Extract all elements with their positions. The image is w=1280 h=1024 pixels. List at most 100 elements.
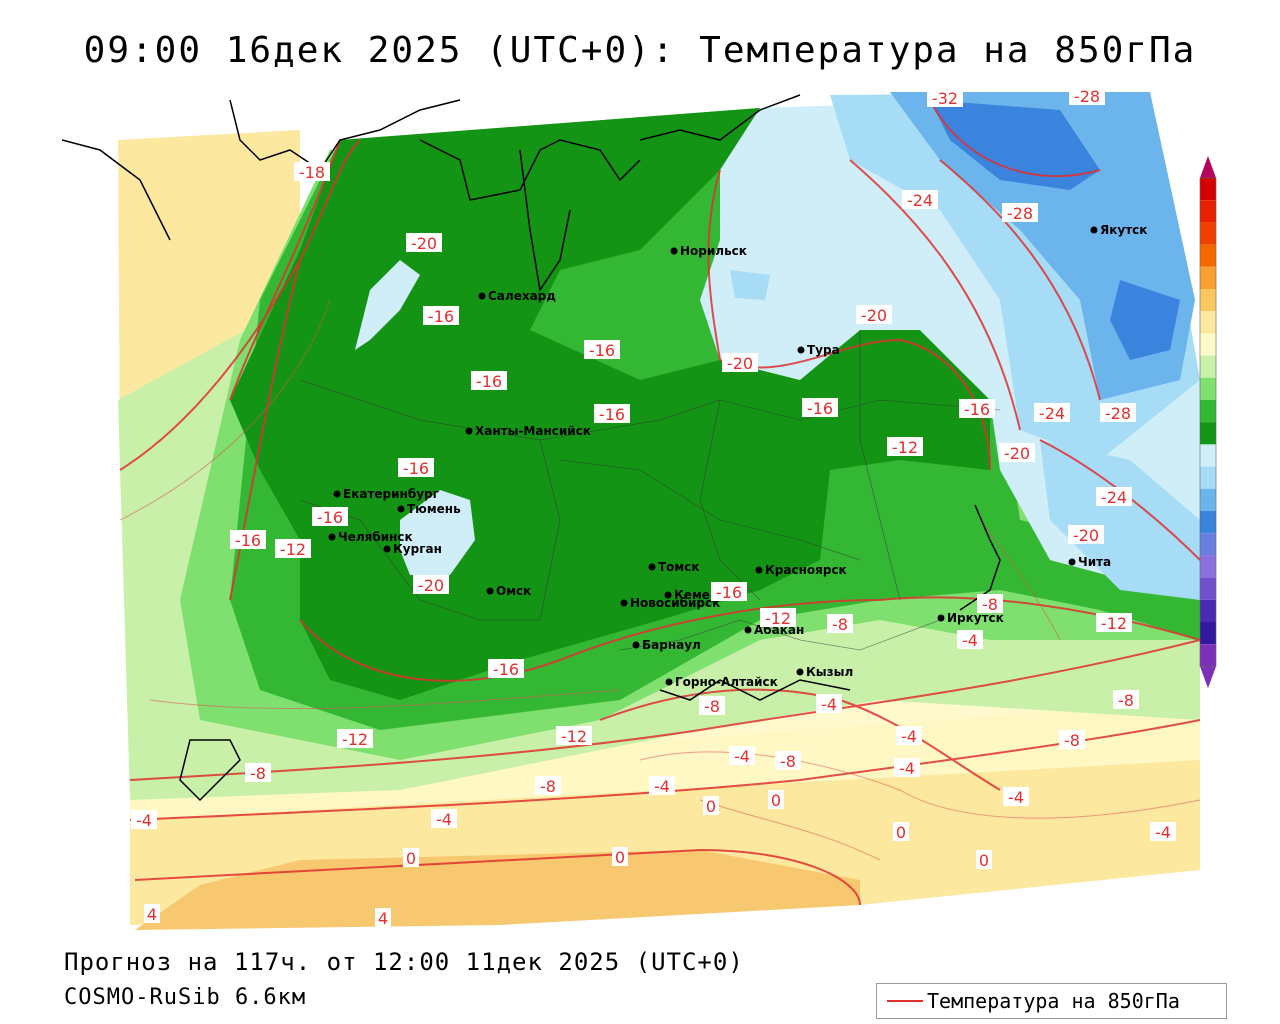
isotherm-label: -8 <box>827 614 853 634</box>
isotherm-label-bg <box>768 790 784 809</box>
isotherm-label: -4 <box>729 746 755 766</box>
isotherm-label: -16 <box>423 306 459 326</box>
isotherm-label: 0 <box>976 850 992 870</box>
city-markers: Норильск Салехард Тура Якутск Ханты-Мансийск… <box>328 223 1147 689</box>
isotherm-label-bg <box>556 726 592 745</box>
isotherm-label-bg <box>1059 730 1085 749</box>
city-label: Тура <box>807 343 840 357</box>
city-marker: Красноярск <box>755 563 847 577</box>
isotherm-label-bg <box>488 659 524 678</box>
isotherm-label-bg <box>1096 613 1132 632</box>
city-dot <box>670 247 678 255</box>
isotherm-labels: -18-20-16-16-16-16-16-16-16 -12-20-20-20-… <box>131 90 1176 928</box>
isotherm-label-bg <box>312 507 348 526</box>
isotherm-label-text: -16 <box>476 372 502 391</box>
isotherm-label-bg <box>337 729 373 748</box>
isotherm-label-bg <box>729 746 755 765</box>
isotherm-label-text: -20 <box>1004 444 1030 463</box>
isotherm-label-text: -20 <box>411 234 437 253</box>
colorbar-segment <box>1200 222 1216 245</box>
zone-coldest-blue-2 <box>1110 280 1180 360</box>
zone-cold-patch-se <box>1040 440 1200 600</box>
isotherm-label-text: -24 <box>1039 404 1065 423</box>
isotherm-label: -4 <box>131 810 157 830</box>
isotherm-label-text: -12 <box>342 730 368 749</box>
isotherm-label-bg <box>1034 403 1070 422</box>
isotherm-label-bg <box>703 796 719 815</box>
colorbar-frame <box>1199 177 1217 667</box>
isotherm-label-bg <box>976 850 992 869</box>
isotherm-label-bg <box>245 763 271 782</box>
isotherm-label-text: -24 <box>907 191 933 210</box>
isotherm-label: -16 <box>594 404 630 424</box>
cold-pocket-yamal <box>355 260 420 350</box>
isotherm-label-text: -12 <box>765 609 791 628</box>
colorbar-segment <box>1200 400 1216 423</box>
isotherm-label-text: -28 <box>1105 404 1131 423</box>
isotherm-label-bg <box>827 614 853 633</box>
city-label: Тюмень <box>407 502 461 516</box>
isotherm-label-bg <box>649 776 675 795</box>
city-label: Красноярск <box>765 563 847 577</box>
city-dot <box>328 533 336 541</box>
colorbar-segment <box>1200 289 1216 312</box>
legend-label: Температура на 850гПа <box>927 989 1180 1013</box>
city-marker: Кызыл <box>796 665 853 679</box>
city-label: Иркутск <box>947 611 1004 625</box>
isotherm-label-text: -28 <box>1007 204 1033 223</box>
isotherm-thin-lines <box>119 299 1201 861</box>
isotherm-label: 0 <box>768 790 784 810</box>
isotherm-label-text: -18 <box>299 163 325 182</box>
colorbar-segment <box>1200 444 1216 467</box>
city-dot <box>796 668 804 676</box>
city-label: Екатеринбург <box>343 487 439 501</box>
isotherm-label-bg <box>893 822 909 841</box>
isotherm-label: -24 <box>902 190 938 210</box>
city-label: Якутск <box>1100 223 1147 237</box>
colorbar-segment <box>1200 333 1216 356</box>
isotherm-label-bg <box>902 190 938 209</box>
isotherm-label: -16 <box>584 340 620 360</box>
isotherm-label-bg <box>887 437 923 456</box>
city-dot <box>486 587 494 595</box>
isotherm-label: -4 <box>896 726 922 746</box>
isotherm-lines <box>119 99 1201 906</box>
isotherm-label-text: -24 <box>1101 488 1127 507</box>
isotherm-label-text: -12 <box>280 540 306 559</box>
isotherm-label: -18 <box>294 162 330 182</box>
colorbar-segment <box>1200 266 1216 289</box>
colorbar-segment <box>1200 511 1216 534</box>
isotherm-label-text: -16 <box>235 531 261 550</box>
isotherm-label-bg <box>775 751 801 770</box>
colorbar-segment <box>1200 355 1216 378</box>
isotherm-label-text: -8 <box>1118 691 1134 710</box>
isotherm-label-bg <box>802 398 838 417</box>
colorbar-segment <box>1200 377 1216 400</box>
isotherm-label: -16 <box>959 399 995 419</box>
city-dot <box>1068 558 1076 566</box>
isotherm-label-text: 0 <box>706 797 716 816</box>
isotherm-label-text: -16 <box>716 583 742 602</box>
city-marker: Екатеринбург <box>333 487 439 501</box>
cold-pocket-tyumen <box>400 490 475 575</box>
city-marker: Омск <box>486 584 531 598</box>
isotherm-label-text: -16 <box>493 660 519 679</box>
city-marker: Барнаул <box>632 638 701 652</box>
isotherm-label-text: -20 <box>1073 526 1099 545</box>
isotherm-label-text: -4 <box>899 759 915 778</box>
isotherm-label-text: -4 <box>962 631 978 650</box>
isotherm-label-bg <box>856 305 892 324</box>
city-marker: Горно-Алтайск <box>665 675 778 689</box>
isotherm-label: -12 <box>275 539 311 559</box>
isotherm-label-text: -8 <box>1064 731 1080 750</box>
isotherm-label-bg <box>406 233 442 252</box>
map-title: 09:00 16дек 2025 (UTC+0): Температура на… <box>83 30 1197 71</box>
isotherm-label: -16 <box>471 371 507 391</box>
isotherm-label-bg <box>594 404 630 423</box>
isotherm-label-text: -16 <box>317 508 343 527</box>
colorbar-segment <box>1200 599 1216 622</box>
city-label: Омск <box>496 584 531 598</box>
isotherm-label: -8 <box>535 776 561 796</box>
city-dot <box>465 427 473 435</box>
city-dot <box>744 626 752 634</box>
